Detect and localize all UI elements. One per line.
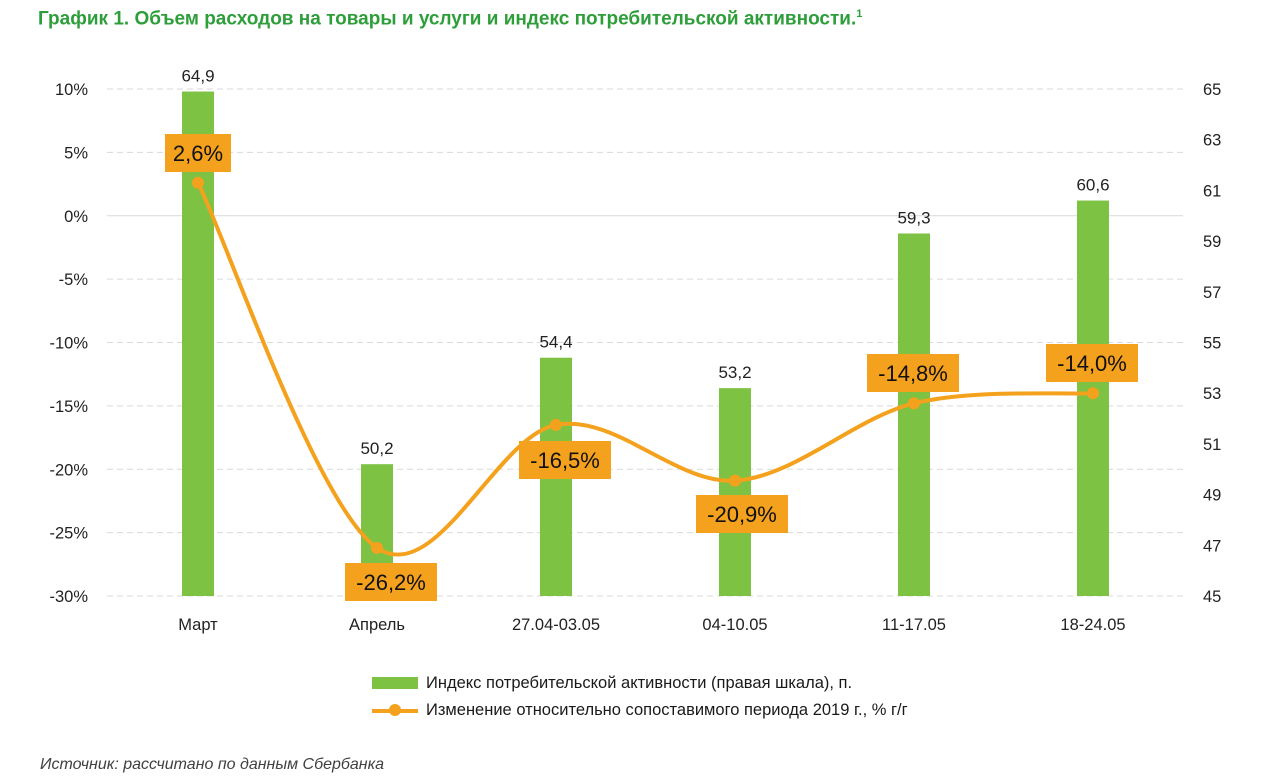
right-tick-label: 63 — [1203, 132, 1221, 150]
chart: 10% 5% 0% -5% -10% -15% -20% -25% -30% 65 63 61 59 5… — [49, 67, 1221, 634]
bar-value-label: 59,3 — [897, 208, 930, 227]
line-series — [192, 176, 1099, 557]
legend-item-line: Изменение относительно сопоставимого пер… — [372, 699, 908, 721]
svg-text:-14,8%: -14,8% — [878, 361, 948, 386]
line-point — [729, 474, 741, 487]
bar-value-label: 64,9 — [181, 67, 214, 86]
line-labels: 2,6% -26,2% -16,5% -20,9% -14,8% -14,0% — [165, 134, 1138, 601]
right-tick-label: 47 — [1203, 537, 1221, 555]
line-point — [908, 397, 920, 410]
line-value-label: -14,8% — [867, 354, 959, 392]
left-tick-label: -10% — [49, 335, 88, 353]
line-point — [550, 418, 562, 431]
left-tick-label: 0% — [64, 208, 88, 226]
bar — [182, 91, 214, 596]
right-tick-label: 61 — [1203, 182, 1221, 200]
line-value-label: -26,2% — [345, 563, 437, 601]
right-tick-label: 45 — [1203, 588, 1221, 606]
left-tick-label: -15% — [49, 398, 88, 416]
left-tick-label: -30% — [49, 588, 88, 606]
right-tick-label: 57 — [1203, 284, 1221, 302]
right-tick-label: 65 — [1203, 81, 1221, 99]
x-tick-label: 04-10.05 — [702, 616, 767, 634]
x-tick-label: 27.04-03.05 — [512, 616, 600, 634]
bar-value-label: 53,2 — [718, 363, 751, 382]
svg-text:-20,9%: -20,9% — [707, 502, 777, 527]
left-tick-label: -20% — [49, 461, 88, 479]
right-tick-label: 51 — [1203, 436, 1221, 454]
line-value-label: -14,0% — [1046, 344, 1138, 382]
svg-text:-16,5%: -16,5% — [530, 448, 600, 473]
right-tick-label: 59 — [1203, 233, 1221, 251]
line-point — [371, 541, 383, 554]
legend-line-label: Изменение относительно сопоставимого пер… — [426, 700, 908, 719]
left-tick-label: -25% — [49, 525, 88, 543]
x-tick-label: 11-17.05 — [882, 616, 946, 634]
grid-lines — [107, 88, 1183, 597]
right-axis: 65 63 61 59 57 55 53 51 49 47 45 — [1203, 81, 1221, 606]
x-tick-label: 18-24.05 — [1060, 616, 1125, 634]
left-tick-label: -5% — [59, 271, 89, 289]
line-value-label: 2,6% — [165, 134, 231, 172]
x-tick-label: Апрель — [349, 616, 405, 634]
legend-line-swatch — [372, 704, 418, 716]
bar-value-label: 60,6 — [1076, 176, 1109, 195]
right-tick-label: 53 — [1203, 385, 1221, 403]
line-value-label: -20,9% — [696, 495, 788, 533]
bar — [719, 388, 751, 596]
line-value-label: -16,5% — [519, 441, 611, 479]
chart-title: График 1. Объем расходов на товары и усл… — [38, 8, 863, 30]
legend-bar-label: Индекс потребительской активности (права… — [426, 673, 853, 692]
left-axis: 10% 5% 0% -5% -10% -15% -20% -25% -30% — [49, 81, 88, 606]
left-tick-label: 10% — [55, 81, 88, 99]
bar — [898, 233, 930, 596]
right-tick-label: 49 — [1203, 487, 1221, 505]
source-note: Источник: рассчитано по данным Сбербанка — [40, 756, 385, 773]
svg-text:-26,2%: -26,2% — [356, 570, 426, 595]
legend-item-bars: Индекс потребительской активности (права… — [372, 672, 852, 694]
bar-labels: 64,9 50,2 54,4 53,2 59,3 60,6 — [181, 67, 1109, 459]
svg-text:-14,0%: -14,0% — [1057, 351, 1127, 376]
x-tick-label: Март — [178, 616, 218, 634]
left-tick-label: 5% — [64, 144, 88, 162]
line-point — [1087, 387, 1099, 400]
bar-value-label: 50,2 — [360, 439, 393, 458]
bars — [182, 91, 1109, 597]
bar-value-label: 54,4 — [539, 333, 572, 352]
right-tick-label: 55 — [1203, 335, 1221, 353]
x-axis-labels: Март Апрель 27.04-03.05 04-10.05 11-17.05 18-… — [178, 616, 1125, 634]
svg-text:2,6%: 2,6% — [173, 141, 223, 166]
legend-bar-swatch — [372, 677, 418, 689]
line-point — [192, 176, 204, 189]
